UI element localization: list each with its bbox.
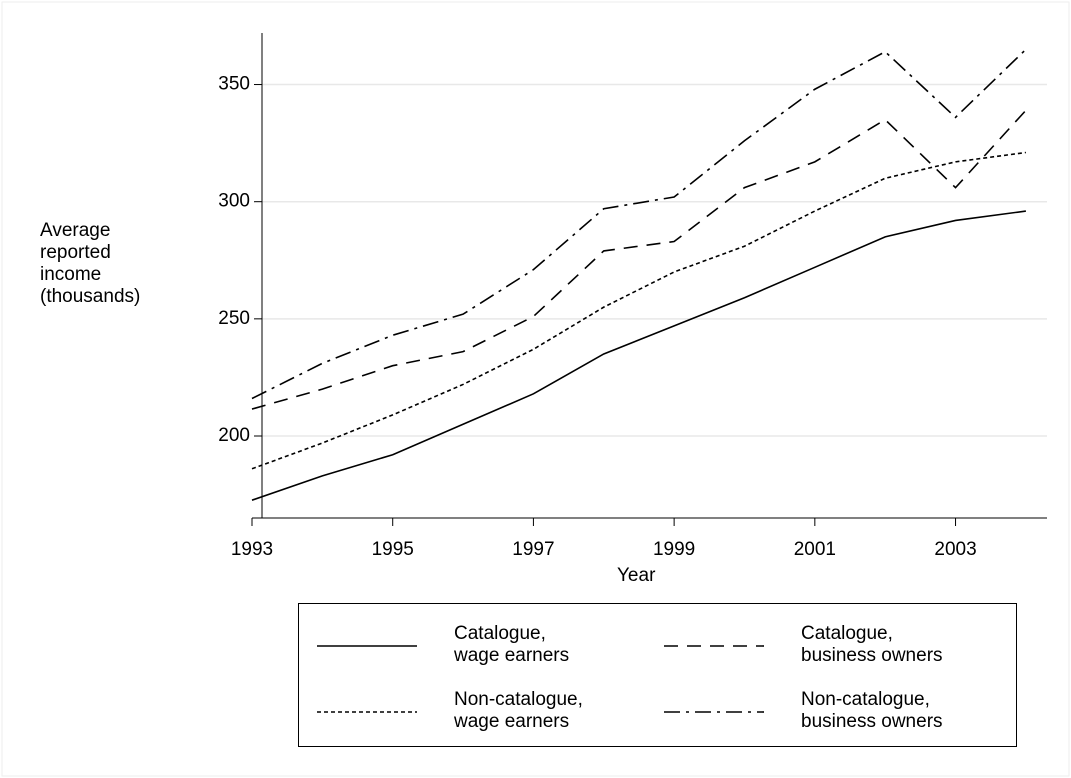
x-axis-label: Year [617,565,656,586]
series-line [251,48,1027,400]
legend-item: Non-catalogue, wage earners [317,682,657,742]
legend-swatch [317,711,417,713]
y-tick-label: 250 [218,308,250,329]
x-tick-label: 1999 [653,539,695,560]
series-line [251,151,1026,470]
y-axis-label: Average reported income (thousands) [40,220,141,307]
series-line [251,109,1027,410]
legend-label: Non-catalogue, business owners [801,689,943,732]
x-tick-label: 1993 [231,539,273,560]
legend: Catalogue, wage earners Catalogue, busine… [298,603,1017,747]
legend-swatch [664,645,764,647]
x-tick-label: 1995 [372,539,414,560]
legend-swatch [664,711,764,713]
legend-label: Non-catalogue, wage earners [454,689,583,732]
legend-label: Catalogue, business owners [801,623,943,666]
legend-swatch [317,645,417,647]
legend-item: Catalogue, business owners [664,616,1004,676]
y-tick-label: 300 [218,191,250,212]
legend-item: Non-catalogue, business owners [664,682,1004,742]
x-tick-label: 2001 [794,539,836,560]
y-tick-label: 350 [218,74,250,95]
series-line [251,210,1026,501]
x-tick-label: 2003 [934,539,976,560]
x-tick-label: 1997 [512,539,554,560]
y-tick-label: 200 [218,425,250,446]
legend-label: Catalogue, wage earners [454,623,570,666]
legend-item: Catalogue, wage earners [317,616,657,676]
